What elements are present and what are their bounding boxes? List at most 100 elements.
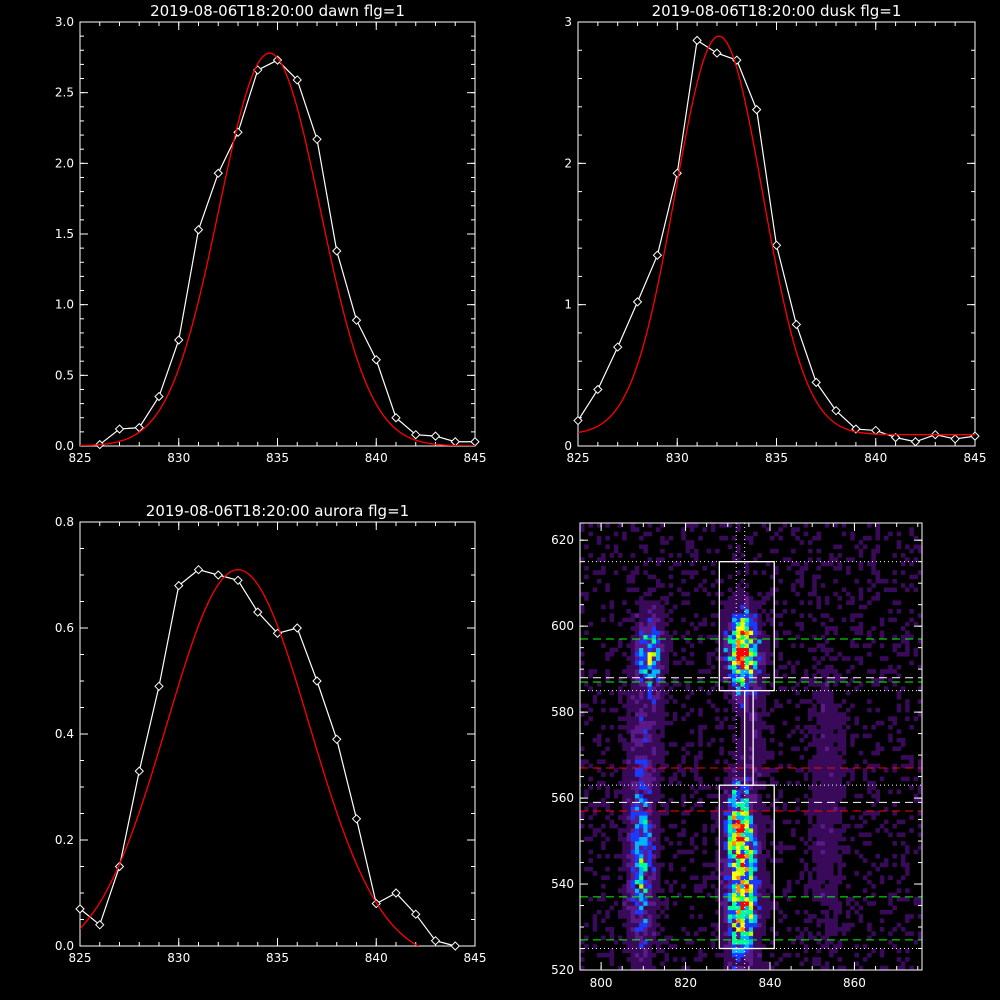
y-tick-label: 0.5 (55, 368, 74, 382)
plot-1: 825 830 835 840 845 0 1 2 3 2019-08-06T18:20:00 d… (564, 2, 986, 465)
data-point (371, 355, 381, 365)
plot-title: 2019-08-06T18:20:00 dusk flg=1 (652, 2, 902, 20)
data-point (712, 48, 722, 58)
data-point (233, 575, 243, 586)
data-point (411, 909, 421, 919)
y-tick-label: 600 (551, 619, 574, 633)
x-tick-label: 840 (864, 451, 887, 465)
data-line (79, 569, 456, 947)
y-tick-label: 0.4 (55, 727, 74, 741)
data-point (174, 335, 184, 345)
y-tick-label: 1.5 (55, 227, 74, 241)
data-point (430, 935, 441, 946)
selection-box (744, 689, 754, 786)
y-tick-label: 0 (564, 439, 572, 453)
data-point (154, 681, 164, 692)
data-point (253, 607, 263, 617)
x-tick-label: 840 (759, 976, 782, 990)
fit-curve (578, 35, 975, 436)
data-point (450, 941, 460, 951)
data-point (470, 437, 480, 447)
x-tick-label: 825 (69, 451, 92, 465)
data-point (771, 240, 782, 251)
data-point (351, 315, 362, 325)
data-point (213, 570, 223, 580)
data-point (593, 384, 603, 395)
data-point (612, 342, 623, 352)
data-point (450, 437, 460, 447)
data-point (312, 134, 322, 145)
x-tick-label: 830 (167, 951, 190, 965)
y-tick-label: 0.0 (55, 939, 74, 953)
data-point (391, 888, 401, 898)
data-point (332, 734, 342, 745)
data-point (312, 676, 322, 686)
data-point (292, 75, 302, 85)
data-point (134, 766, 144, 776)
y-tick-label: 2 (564, 156, 572, 170)
plot-title: 2019-08-06T18:20:00 aurora flg=1 (146, 502, 409, 520)
x-tick-label: 845 (964, 451, 987, 465)
data-line (99, 59, 475, 446)
x-tick-label: 830 (666, 451, 689, 465)
y-tick-label: 580 (551, 705, 574, 719)
data-point (791, 319, 802, 330)
plot-3: 800 820 840 860 520 540 560 580 600 620 (551, 522, 923, 990)
plot-title: 2019-08-06T18:20:00 dawn flg=1 (150, 2, 405, 20)
plot-frame (579, 522, 923, 971)
y-tick-label: 0.6 (55, 621, 74, 635)
heatmap-cells (580, 523, 923, 971)
y-tick-label: 0.8 (55, 515, 74, 529)
data-point (890, 432, 901, 443)
data-point (272, 55, 283, 65)
data-point (950, 434, 960, 444)
x-tick-label: 800 (590, 976, 613, 990)
x-tick-label: 845 (464, 951, 487, 965)
x-tick-label: 820 (674, 976, 697, 990)
data-point (292, 623, 302, 633)
x-tick-label: 835 (266, 451, 289, 465)
x-tick-label: 825 (567, 451, 590, 465)
y-tick-label: 2.0 (55, 156, 74, 170)
fit-curve (80, 569, 420, 946)
data-point (174, 580, 184, 591)
data-point (811, 377, 821, 388)
y-tick-label: 3 (564, 15, 572, 29)
data-point (154, 391, 164, 402)
y-tick-label: 520 (551, 963, 574, 977)
x-tick-label: 860 (843, 976, 866, 990)
data-point (114, 424, 125, 434)
data-point (75, 904, 85, 914)
data-point (652, 250, 663, 260)
y-tick-label: 1.0 (55, 298, 74, 312)
data-point (411, 429, 421, 440)
data-point (351, 814, 362, 824)
x-tick-label: 825 (69, 951, 92, 965)
data-point (573, 415, 583, 426)
y-tick-label: 1 (564, 298, 572, 312)
data-point (831, 405, 841, 416)
data-point (692, 35, 702, 46)
plot-2: 825 830 835 840 845 0.0 0.2 0.4 0.6 0.8 2019-08-06… (55, 502, 487, 965)
fit-curve (80, 52, 475, 446)
y-tick-label: 2.5 (55, 86, 74, 100)
y-tick-label: 3.0 (55, 15, 74, 29)
x-tick-label: 840 (365, 951, 388, 965)
plot-frame (79, 521, 476, 947)
data-point (672, 168, 682, 178)
x-tick-label: 840 (365, 451, 388, 465)
x-tick-label: 845 (464, 451, 487, 465)
data-point (332, 246, 342, 256)
plot-frame (79, 21, 476, 447)
data-point (391, 413, 401, 423)
x-tick-label: 835 (765, 451, 788, 465)
plot-frame (577, 21, 976, 447)
data-point (193, 564, 204, 575)
y-tick-label: 540 (551, 877, 574, 891)
plot-0: 825 830 835 840 845 0.0 0.5 1.0 1.5 2.0 2.5 3.0 2019… (55, 2, 487, 465)
data-point (910, 437, 921, 447)
x-tick-label: 830 (167, 451, 190, 465)
x-tick-label: 835 (266, 951, 289, 965)
data-point (193, 225, 204, 235)
